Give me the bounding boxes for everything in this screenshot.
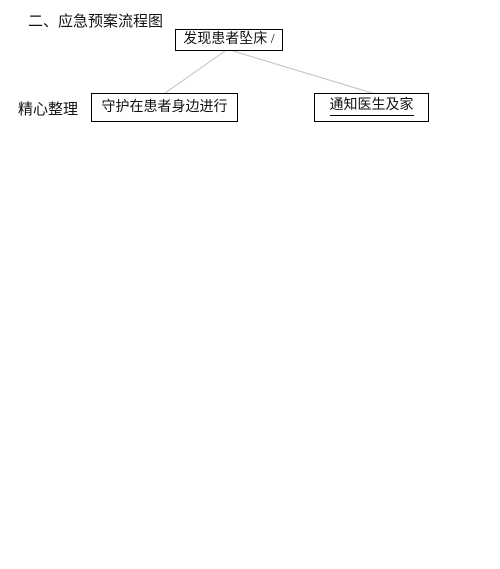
section-heading: 二、应急预案流程图: [28, 10, 163, 31]
node-discover-fall: 发现患者坠床 /: [175, 29, 283, 51]
side-label: 精心整理: [18, 98, 78, 119]
edge-top-left: [165, 51, 225, 93]
edge-top-right: [233, 51, 372, 93]
flowchart-edges: [0, 0, 500, 569]
node-guard-patient-label: 守护在患者身边进行: [102, 101, 228, 115]
node-guard-patient: 守护在患者身边进行: [91, 93, 238, 122]
node-notify-doctor-label: 通知医生及家: [330, 99, 414, 116]
node-notify-doctor: 通知医生及家: [314, 93, 429, 122]
node-discover-fall-label: 发现患者坠床 /: [183, 33, 274, 47]
